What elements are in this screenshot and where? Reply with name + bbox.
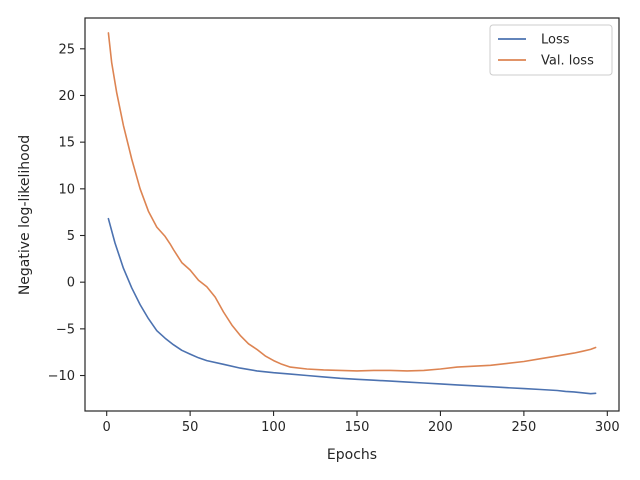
- x-axis-title: Epochs: [327, 447, 377, 463]
- legend-label-0: Loss: [541, 33, 570, 48]
- x-tick-label: 150: [345, 420, 370, 435]
- series-line-1: [107, 32, 597, 372]
- y-tick-label: 15: [58, 136, 75, 151]
- y-ticks: −10 −5 0 5 10 15 20 25: [48, 42, 85, 384]
- legend-box: [489, 24, 613, 76]
- series-lines: [107, 32, 597, 395]
- y-tick-label: 0: [67, 276, 75, 291]
- legend: Loss Val. loss: [489, 24, 613, 76]
- x-tick-label: 200: [428, 420, 453, 435]
- x-tick-label: 100: [261, 420, 286, 435]
- x-ticks: 0 50 100 150 200 250 300: [103, 411, 620, 435]
- series-line-0: [107, 217, 597, 395]
- x-tick-label: 300: [595, 420, 620, 435]
- y-tick-label: 10: [58, 182, 75, 197]
- y-tick-label: −5: [56, 322, 75, 337]
- x-tick-label: 50: [182, 420, 199, 435]
- y-axis-title: Negative log-likelihood: [17, 135, 33, 295]
- legend-label-1: Val. loss: [541, 54, 594, 69]
- y-tick-label: 25: [58, 42, 75, 57]
- plot-frame: [84, 17, 620, 412]
- y-tick-label: −10: [48, 369, 75, 384]
- x-tick-label: 0: [103, 420, 111, 435]
- y-tick-label: 5: [67, 229, 75, 244]
- x-tick-label: 250: [511, 420, 536, 435]
- y-tick-label: 20: [58, 89, 75, 104]
